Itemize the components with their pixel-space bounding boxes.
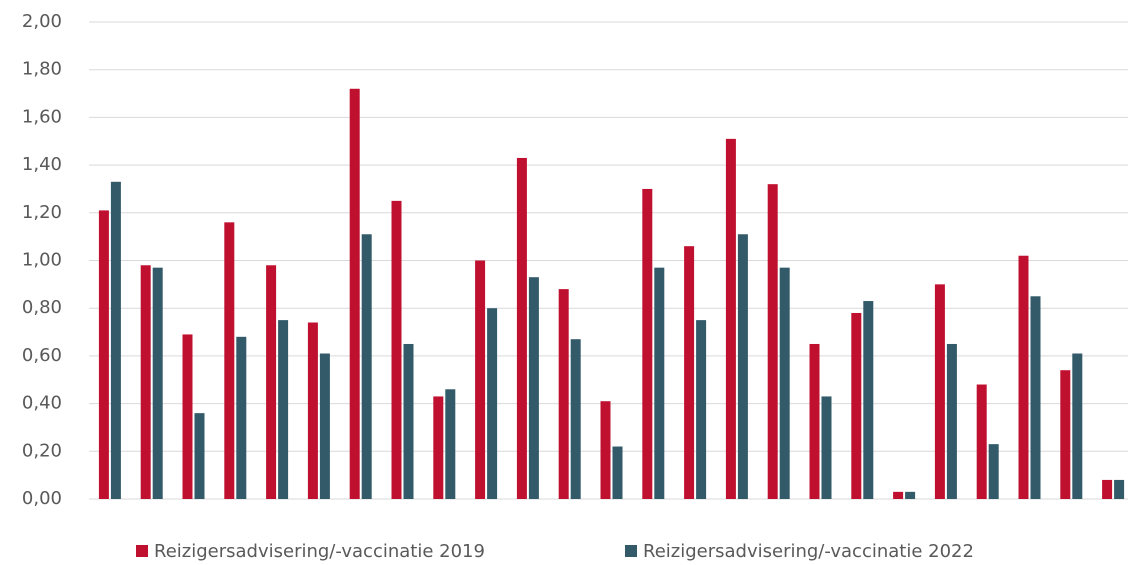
bar	[1114, 479, 1125, 499]
bar	[403, 343, 414, 499]
y-tick-label: 1,60	[22, 106, 62, 127]
bar	[110, 181, 121, 500]
y-tick-label: 0,40	[22, 393, 62, 414]
bar	[140, 265, 151, 499]
bar	[307, 322, 318, 499]
bar	[863, 301, 874, 499]
bar	[570, 339, 581, 499]
bar	[361, 234, 372, 499]
bar	[946, 343, 957, 499]
bar	[475, 260, 486, 499]
y-tick-label: 2,00	[22, 11, 62, 32]
bar	[445, 389, 456, 499]
legend-swatch	[625, 545, 637, 557]
bar	[988, 444, 999, 499]
bar	[767, 184, 778, 499]
bar	[809, 343, 820, 499]
bar	[893, 491, 904, 499]
y-tick-label: 0,60	[22, 345, 62, 366]
bar	[1060, 370, 1071, 499]
bar	[349, 88, 360, 499]
bar	[278, 320, 289, 499]
bar	[851, 312, 862, 499]
bar	[1072, 353, 1083, 499]
bar	[266, 265, 277, 499]
bar	[391, 200, 402, 499]
y-tick-label: 1,80	[22, 59, 62, 80]
bar	[98, 210, 109, 500]
bar	[319, 353, 330, 499]
bar	[516, 157, 527, 499]
bar	[194, 413, 205, 499]
bar	[779, 267, 790, 499]
bar	[1102, 479, 1113, 499]
bar	[976, 384, 987, 499]
bar	[654, 267, 665, 499]
legend-swatch	[136, 545, 148, 557]
y-tick-label: 0,80	[22, 297, 62, 318]
bar	[737, 234, 748, 499]
legend-label: Reizigersadvisering/-vaccinatie 2019	[154, 541, 485, 562]
bar	[684, 246, 695, 499]
bar	[725, 138, 736, 500]
bar	[612, 446, 623, 499]
bar	[821, 396, 832, 499]
y-tick-label: 1,20	[22, 202, 62, 223]
bar	[236, 336, 247, 499]
bar	[1018, 255, 1029, 499]
y-tick-label: 1,00	[22, 250, 62, 271]
bar	[487, 308, 498, 499]
legend-label: Reizigersadvisering/-vaccinatie 2022	[643, 541, 974, 562]
bar	[224, 222, 235, 499]
bar	[433, 396, 444, 499]
bar	[642, 188, 653, 499]
bar	[905, 491, 916, 499]
bar	[182, 334, 193, 499]
bar	[1030, 296, 1041, 499]
y-tick-label: 0,20	[22, 440, 62, 461]
bar	[600, 401, 611, 499]
y-tick-label: 0,00	[22, 488, 62, 509]
bar	[152, 267, 163, 499]
bar	[696, 320, 707, 499]
bar	[528, 277, 539, 499]
y-tick-label: 1,40	[22, 154, 62, 175]
bar	[934, 284, 945, 499]
bar	[558, 289, 569, 499]
